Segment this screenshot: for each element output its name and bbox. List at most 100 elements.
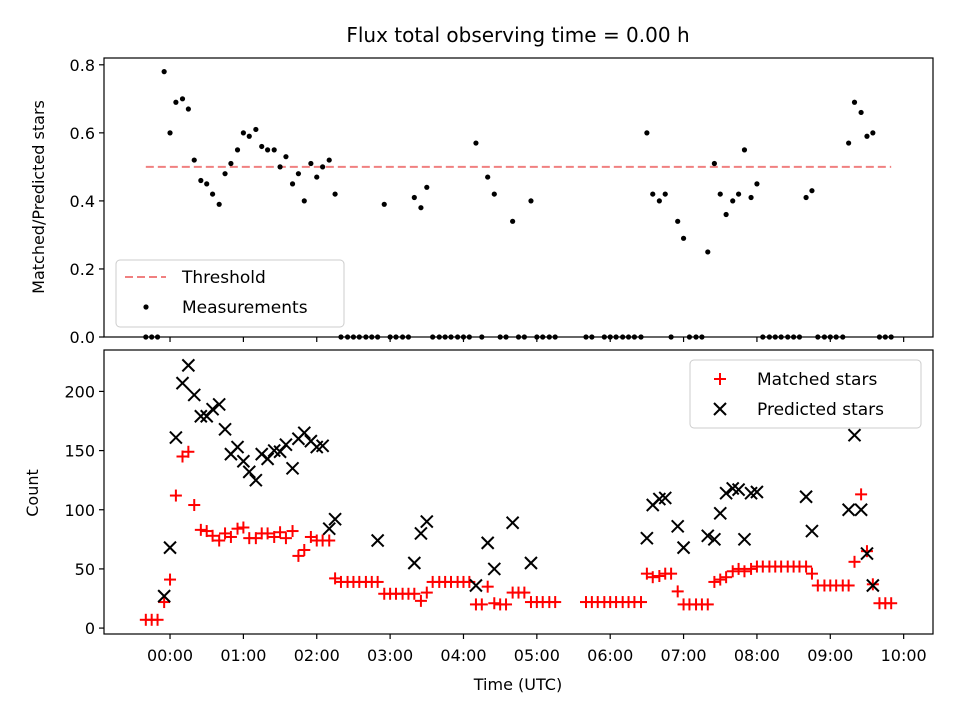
top-y-tick-label: 0.4 — [70, 192, 95, 211]
measurement-point — [253, 126, 259, 133]
measurement-point — [185, 106, 191, 112]
measurement-point — [314, 174, 320, 180]
matched-star-point — [298, 543, 311, 556]
predicted-star-point — [707, 532, 722, 547]
measurement-point — [870, 130, 876, 136]
measurement-point — [851, 99, 858, 105]
bottom-y-tick-label: 200 — [64, 382, 95, 401]
matched-star-point — [842, 579, 855, 592]
matched-star-point — [261, 527, 274, 540]
predicted-star-point — [297, 426, 311, 440]
predicted-star-point — [805, 524, 819, 538]
matched-star-point — [671, 585, 684, 598]
matched-star-point — [720, 571, 733, 584]
measurement-point — [650, 191, 656, 197]
bottom-plot-area — [139, 358, 898, 626]
measurement-point — [803, 194, 809, 201]
top-legend: Threshold Measurements — [115, 259, 345, 328]
measurement-point — [264, 147, 271, 153]
matched-star-point — [860, 545, 873, 558]
matched-star-point — [549, 596, 562, 609]
matched-star-point — [286, 525, 299, 538]
predicted-star-point — [414, 526, 428, 541]
top-panel: 0.00.20.40.60.8 Matched/Predicted stars … — [29, 56, 934, 347]
measurement-point — [748, 194, 754, 201]
figure-title: Flux total observing time = 0.00 h — [346, 23, 689, 47]
measurement-point — [240, 130, 246, 136]
matched-star-point — [188, 499, 201, 512]
measurement-point — [711, 160, 717, 167]
measurement-point — [179, 96, 186, 102]
predicted-star-point — [175, 376, 190, 390]
measurement-point — [295, 171, 302, 177]
measurement-point — [216, 201, 222, 207]
measurement-point — [510, 218, 516, 224]
measurement-point — [259, 143, 265, 150]
legend-predicted-swatch — [713, 402, 727, 416]
predicted-star-point — [713, 506, 727, 521]
measurement-point — [234, 147, 241, 153]
matched-star-point — [726, 565, 739, 578]
bottom-axes-frame — [103, 349, 934, 635]
predicted-star-point — [847, 428, 862, 442]
legend-measurements-label: Measurements — [182, 298, 308, 318]
matched-star-point — [231, 522, 244, 535]
bottom-y-tick-label: 100 — [64, 501, 95, 520]
predicted-star-point — [157, 589, 171, 603]
predicted-star-point — [187, 388, 201, 402]
measurement-point — [485, 174, 491, 180]
predicted-star-point — [841, 503, 856, 517]
matched-star-point — [206, 529, 219, 542]
measurement-point — [644, 130, 650, 136]
matched-star-point — [855, 488, 868, 501]
legend-predicted-label: Predicted stars — [757, 400, 884, 420]
bottom-y-axis-label: Count — [23, 469, 42, 517]
predicted-star-point — [701, 529, 715, 543]
predicted-star-point — [322, 521, 336, 536]
matched-star-point — [408, 587, 421, 600]
bottom-x-axis-ticks: 00:00 01:00 02:00 03:00 04:00 05:00 06:00 07:00… — [147, 634, 927, 665]
measurement-point — [209, 191, 216, 197]
top-plot-area — [143, 69, 894, 340]
matched-star-point — [738, 565, 751, 578]
bottom-x-tick-label: 04:00 — [440, 646, 486, 665]
predicted-star-point — [640, 531, 654, 545]
measurement-point — [418, 205, 424, 211]
top-y-axis-label: Matched/Predicted stars — [29, 100, 48, 294]
predicted-star-point — [230, 440, 245, 454]
top-axes-frame — [103, 57, 934, 338]
matched-star-point — [224, 530, 237, 543]
top-y-tick-label: 0.6 — [70, 124, 95, 143]
measurement-point — [809, 188, 815, 194]
bottom-x-tick-label: 07:00 — [661, 646, 707, 665]
matched-star-point — [292, 549, 305, 562]
measurement-point — [320, 164, 326, 170]
measurement-point — [289, 181, 296, 187]
measurement-point — [858, 109, 864, 116]
matched-star-point — [158, 596, 171, 609]
bottom-x-tick-label: 08:00 — [734, 646, 780, 665]
matched-star-point — [885, 597, 898, 610]
matched-star-point — [500, 598, 513, 611]
bottom-x-tick-label: 05:00 — [514, 646, 560, 665]
matched-star-point — [151, 613, 164, 626]
bottom-x-tick-label: 01:00 — [220, 646, 266, 665]
matched-star-point — [714, 573, 727, 586]
bottom-x-tick-label: 06:00 — [587, 646, 633, 665]
predicted-star-point — [737, 532, 752, 547]
bottom-x-tick-label: 03:00 — [367, 646, 413, 665]
measurement-point — [198, 177, 204, 184]
matched-star-point — [481, 580, 494, 593]
top-y-tick-label: 0.2 — [70, 260, 95, 279]
matched-star-point — [805, 567, 818, 580]
matched-star-point — [653, 570, 666, 583]
matched-star-point — [194, 523, 207, 536]
predicted-star-point — [181, 358, 196, 373]
measurement-point — [283, 154, 289, 160]
predicted-star-point — [658, 491, 672, 505]
measurement-point — [717, 191, 723, 197]
bottom-y-tick-label: 50 — [75, 560, 95, 579]
predicted-star-point — [670, 519, 685, 534]
matched-star-point — [182, 445, 195, 458]
predicted-star-point — [420, 514, 434, 529]
